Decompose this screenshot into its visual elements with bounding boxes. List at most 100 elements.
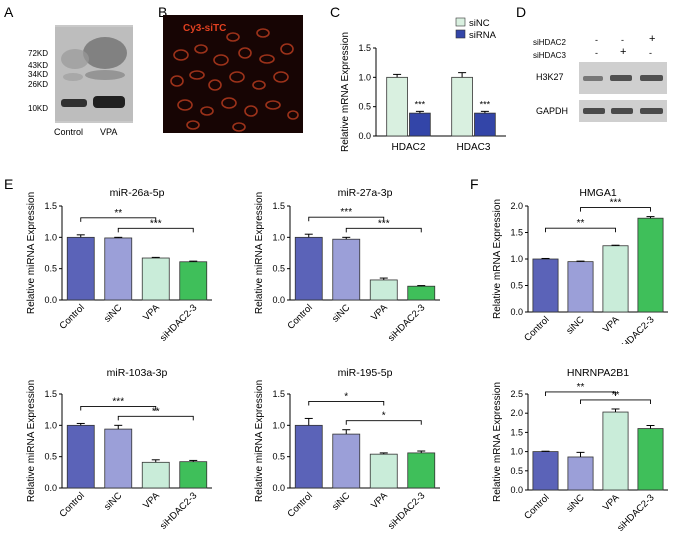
bar-control	[532, 258, 559, 313]
blot-d-gapdh	[579, 100, 667, 122]
sign-sihdac2-lane1: -	[595, 35, 598, 45]
significance-label: *	[382, 411, 386, 422]
x-tick-label-sihdac2-3: siHDAC2-3	[158, 490, 199, 531]
bar-vpa	[141, 461, 170, 489]
panel-letter-f: F	[470, 176, 479, 192]
x-tick-label-vpa: VPA	[141, 302, 162, 323]
legend-swatch-sinc	[455, 17, 466, 27]
bar-sinc	[104, 428, 133, 489]
chart-f-hmga1: 0.0 0.5 1.0 1.5 2.0 Relative mRNA Expression C…	[492, 187, 668, 344]
y-tick-label: 1.5	[272, 389, 285, 399]
x-tick-label-control: Control	[57, 490, 86, 519]
y-tick-label: 0.5	[272, 452, 285, 462]
significance-label: ***	[378, 218, 390, 229]
chart-title: miR-195-5p	[338, 367, 393, 379]
y-tick-label: 1.5	[358, 43, 371, 53]
bar-sinc-hdac2	[386, 76, 408, 137]
bar-vpa	[369, 279, 398, 301]
y-tick-label: 2.0	[510, 201, 523, 211]
bar-sinc	[332, 433, 361, 489]
x-tick-label-vpa: VPA	[369, 302, 390, 323]
y-tick-label: 1.5	[510, 427, 523, 437]
y-tick-label: 0.5	[510, 281, 523, 291]
chart-title: miR-27a-3p	[338, 187, 393, 199]
marker-72kd: 72KD	[28, 49, 49, 58]
significance-bracket	[545, 391, 616, 396]
significance-bracket	[345, 420, 422, 425]
significance-bracket	[580, 207, 651, 212]
x-tick-label-sihdac2-3: siHDAC2-3	[386, 302, 427, 343]
bar-control	[532, 451, 559, 491]
chart-title: HNRNPA2B1	[567, 367, 629, 379]
bar-vpa	[602, 411, 629, 491]
y-axis-label: Relative miRNA Expression	[254, 380, 265, 502]
y-tick-label: 1.5	[510, 228, 523, 238]
x-tick-label-sihdac2-3: siHDAC2-3	[615, 314, 656, 344]
x-tick-label-control: Control	[522, 314, 551, 343]
sign-sihdac3-lane1: -	[595, 48, 598, 58]
y-tick-label: 2.0	[510, 408, 523, 418]
bar-sihdac2-3	[179, 261, 208, 301]
bar-sihdac2-3	[407, 285, 436, 301]
x-tick-label-control: Control	[285, 302, 314, 331]
y-tick-label: 0.5	[358, 102, 371, 112]
significance-label: **	[612, 390, 620, 401]
chart-title: miR-103a-3p	[107, 367, 168, 379]
y-tick-label: 0.0	[358, 131, 371, 141]
significance-label: **	[152, 406, 160, 417]
y-tick-label: 1.5	[44, 389, 57, 399]
marker-34kd: 34KD	[28, 70, 49, 79]
bar-sinc	[104, 237, 133, 301]
marker-10kd: 10KD	[28, 104, 49, 113]
y-tick-label: 0.5	[272, 264, 285, 274]
bar-control	[294, 424, 323, 489]
panel-letter-e: E	[4, 176, 14, 192]
y-tick-label: 1.5	[272, 201, 285, 211]
treatment-label-sihdac2: siHDAC2	[533, 38, 566, 47]
treatment-label-sihdac3: siHDAC3	[533, 51, 566, 60]
sign-sihdac3-lane2: +	[620, 46, 627, 58]
chart-title: miR-26a-5p	[110, 187, 165, 199]
y-tick-label: 1.0	[272, 232, 285, 242]
chart-c-hdac-expression: 0.0 0.5 1.0 1.5 Relative mRNA Expression *** H…	[340, 17, 506, 153]
legend-label-sirna: siRNA	[469, 30, 497, 41]
y-axis-label: Relative mRNA Expression	[492, 199, 503, 319]
y-tick-label: 1.0	[44, 420, 57, 430]
bar-sinc	[332, 238, 361, 301]
marker-26kd: 26KD	[28, 80, 49, 89]
bar-sirna-hdac3	[474, 112, 496, 137]
x-tick-label-sihdac2-3: siHDAC2-3	[158, 302, 199, 343]
bar-vpa	[141, 257, 170, 301]
x-tick-label-sinc: siNC	[102, 490, 124, 512]
y-tick-label: 1.0	[510, 254, 523, 264]
band-label-h3k27: H3K27	[536, 72, 564, 82]
chart-title: HMGA1	[579, 187, 617, 199]
y-tick-label: 2.5	[510, 389, 523, 399]
y-tick-label: 1.0	[510, 447, 523, 457]
bar-control	[66, 424, 95, 489]
fluorescence-image: Cy3-siTC	[163, 15, 303, 133]
y-axis-label: Relative miRNA Expression	[254, 192, 265, 314]
x-tick-label-sinc: siNC	[564, 314, 586, 336]
y-axis-label: Relative miRNA Expression	[26, 192, 37, 314]
significance-label: ***	[480, 99, 491, 109]
y-tick-label: 0.5	[44, 264, 57, 274]
y-tick-label: 0.0	[272, 295, 285, 305]
blot-d-h3k27	[579, 62, 667, 94]
chart-f-hnrnpa2b1: 0.0 0.5 1.0 1.5 2.0 2.5 Relative mRNA Expressi…	[492, 367, 668, 534]
y-tick-label: 0.5	[510, 466, 523, 476]
sign-sihdac2-lane2: -	[621, 35, 624, 45]
x-tick-label-vpa: VPA	[601, 314, 622, 335]
bar-vpa	[602, 245, 629, 313]
x-tick-label-sinc: siNC	[102, 302, 124, 324]
y-tick-label: 1.5	[44, 201, 57, 211]
bar-sinc	[567, 456, 594, 491]
chart-e-mir-27a-3p: 0.0 0.5 1.0 1.5 Relative miRNA Expression Con…	[254, 187, 440, 344]
y-tick-label: 0.0	[510, 485, 523, 495]
chart-e-mir-103a-3p: 0.0 0.5 1.0 1.5 Relative miRNA Expression Con…	[26, 367, 212, 532]
bar-vpa	[369, 453, 398, 489]
x-tick-label-hdac3: HDAC3	[457, 142, 491, 153]
sign-sihdac2-lane3: +	[649, 33, 656, 45]
bar-sinc	[567, 261, 594, 313]
significance-label: **	[577, 218, 585, 229]
